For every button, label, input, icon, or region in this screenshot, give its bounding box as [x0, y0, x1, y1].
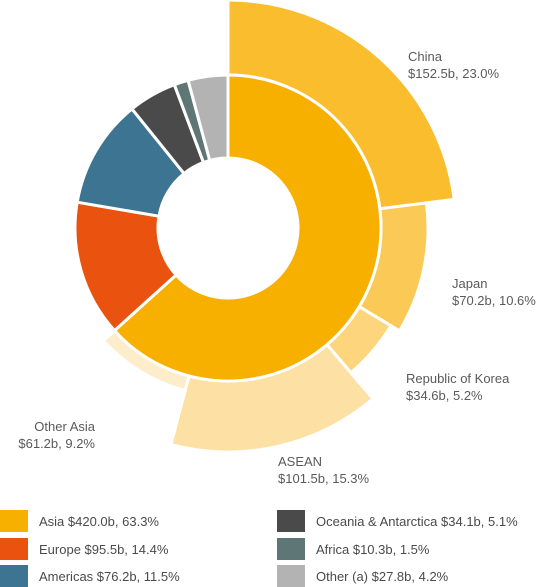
legend-label-asia: Asia $420.0b, 63.3% — [39, 513, 159, 529]
legend-swatch-americas — [0, 565, 28, 587]
legend-label-africa: Africa $10.3b, 1.5% — [316, 541, 430, 557]
outer-label-name-china: China — [408, 49, 443, 64]
legend-label-other: Other (a) $27.8b, 4.2% — [316, 568, 449, 584]
outer-label-name-asean: ASEAN — [278, 454, 322, 469]
outer-label-value-republic-of-korea: $34.6b, 5.2% — [406, 388, 483, 403]
legend-item-europe: Europe $95.5b, 14.4% — [0, 538, 168, 560]
outer-label-value-other-asia: $61.2b, 9.2% — [18, 436, 95, 451]
legend-item-other: Other (a) $27.8b, 4.2% — [277, 565, 448, 587]
legend-item-oceania: Oceania & Antarctica $34.1b, 5.1% — [277, 510, 518, 532]
legend-label-oceania: Oceania & Antarctica $34.1b, 5.1% — [316, 513, 518, 529]
legend-item-asia: Asia $420.0b, 63.3% — [0, 510, 159, 532]
legend-swatch-africa — [277, 538, 305, 560]
legend: Asia $420.0b, 63.3% Europe $95.5b, 14.4%… — [0, 504, 540, 587]
outer-label-name-other-asia: Other Asia — [34, 419, 95, 434]
outer-label-value-china: $152.5b, 23.0% — [408, 66, 500, 81]
legend-item-americas: Americas $76.2b, 11.5% — [0, 565, 180, 587]
legend-label-americas: Americas $76.2b, 11.5% — [39, 568, 180, 584]
outer-label-name-republic-of-korea: Republic of Korea — [406, 371, 510, 386]
inner-segment-other-a — [186, 73, 230, 162]
legend-item-africa: Africa $10.3b, 1.5% — [277, 538, 429, 560]
legend-swatch-oceania — [277, 510, 305, 532]
outer-label-value-japan: $70.2b, 10.6% — [452, 293, 536, 308]
legend-swatch-asia — [0, 510, 28, 532]
outer-label-name-japan: Japan — [452, 276, 487, 291]
inner-segment-asia — [113, 73, 383, 383]
legend-swatch-europe — [0, 538, 28, 560]
legend-label-europe: Europe $95.5b, 14.4% — [39, 541, 169, 557]
legend-swatch-other — [277, 565, 305, 587]
sunburst-chart: China $152.5b, 23.0% Japan $70.2b, 10.6% Rep… — [18, 0, 536, 486]
outer-label-value-asean: $101.5b, 15.3% — [278, 471, 370, 486]
